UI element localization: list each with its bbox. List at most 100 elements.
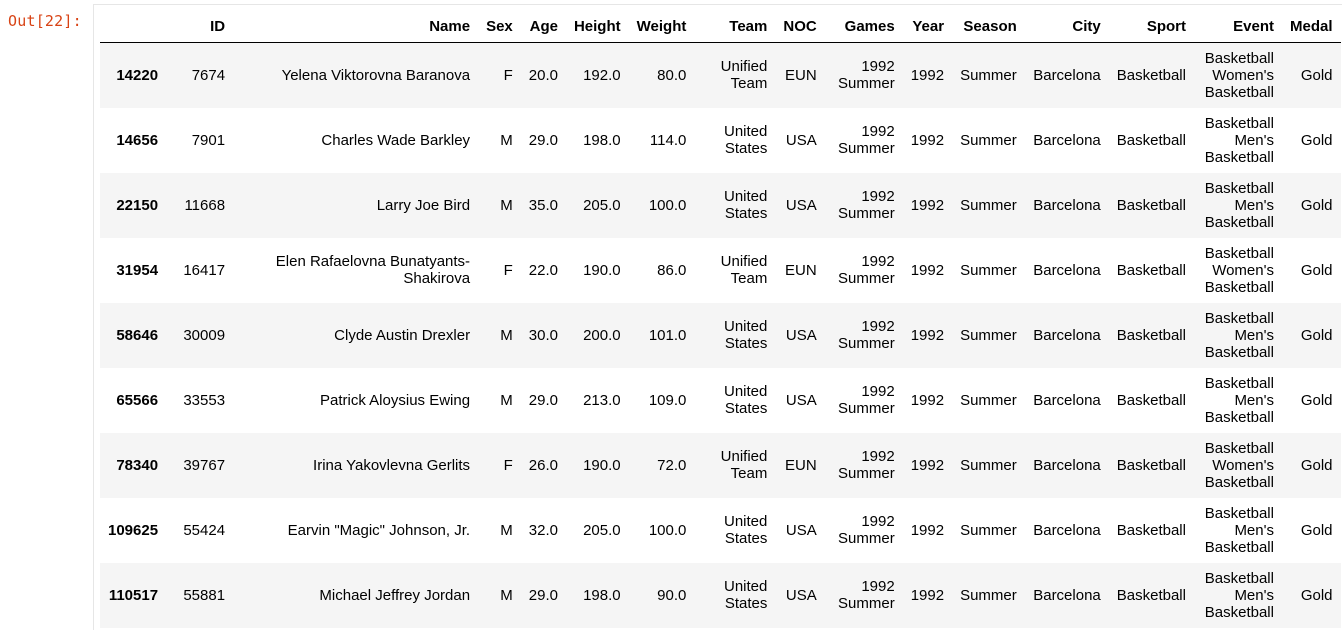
cell-noc: USA: [785, 391, 817, 409]
cell-event: Basketball Men's Basketball: [1204, 374, 1274, 426]
table-body: 14220 7674 Yelena Viktorovna Baranova F 20.0…: [100, 42, 1341, 628]
cell-season: Summer: [960, 456, 1017, 474]
table-row: 22150 11668 Larry Joe Bird M 35.0 205.0 100.0 U…: [100, 172, 1341, 238]
dataframe-table: ID Name Sex Age Height Weight Team NOC Games Year…: [100, 10, 1341, 628]
cell-medal: Gold: [1300, 196, 1333, 214]
cell-weight: 90.0: [657, 586, 687, 604]
row-index: 22150: [116, 196, 159, 214]
cell-height: 190.0: [583, 261, 621, 279]
cell-sex: M: [500, 391, 513, 409]
cell-id: 30009: [183, 326, 226, 344]
header-team: Team: [694, 10, 776, 43]
cell-sex: F: [503, 66, 513, 84]
cell-event: Basketball Women's Basketball: [1204, 49, 1274, 101]
row-index: 14220: [116, 66, 159, 84]
table-row: 109625 55424 Earvin "Magic" Johnson, Jr. M 3…: [100, 498, 1341, 563]
cell-age: 26.0: [528, 456, 558, 474]
cell-medal: Gold: [1300, 261, 1333, 279]
cell-team: United States: [724, 383, 768, 417]
cell-sport: Basketball: [1116, 391, 1186, 409]
header-age: Age: [520, 10, 566, 43]
cell-age: 29.0: [528, 131, 558, 149]
cell-city: Barcelona: [1033, 196, 1101, 214]
cell-name: Charles Wade Barkley: [321, 131, 471, 149]
header-index: [100, 10, 167, 43]
cell-sport: Basketball: [1116, 131, 1186, 149]
cell-medal: Gold: [1300, 66, 1333, 84]
cell-noc: USA: [785, 586, 817, 604]
cell-season: Summer: [960, 131, 1017, 149]
cell-year: 1992: [910, 326, 945, 344]
cell-name: Earvin "Magic" Johnson, Jr.: [287, 521, 471, 539]
cell-height: 198.0: [583, 586, 621, 604]
header-sport: Sport: [1108, 10, 1194, 43]
cell-season: Summer: [960, 586, 1017, 604]
cell-height: 205.0: [583, 196, 621, 214]
cell-weight: 86.0: [657, 261, 687, 279]
header-id: ID: [166, 10, 234, 43]
header-row: ID Name Sex Age Height Weight Team NOC Games Year…: [100, 10, 1341, 43]
cell-height: 200.0: [583, 326, 621, 344]
cell-season: Summer: [960, 391, 1017, 409]
cell-height: 213.0: [583, 391, 621, 409]
cell-age: 29.0: [528, 391, 558, 409]
cell-team: Unified Team: [720, 448, 768, 482]
table-row: 78340 39767 Irina Yakovlevna Gerlits F 26.0 1…: [100, 432, 1341, 498]
cell-name: Patrick Aloysius Ewing: [320, 391, 471, 409]
cell-year: 1992: [910, 66, 945, 84]
cell-noc: EUN: [785, 66, 817, 84]
cell-id: 11668: [184, 196, 226, 214]
cell-top-border: [93, 4, 1342, 5]
cell-sport: Basketball: [1116, 586, 1186, 604]
cell-team: United States: [724, 318, 768, 352]
cell-height: 198.0: [583, 131, 621, 149]
cell-event: Basketball Men's Basketball: [1204, 569, 1274, 621]
cell-city: Barcelona: [1033, 456, 1101, 474]
table-row: 14220 7674 Yelena Viktorovna Baranova F 20.0…: [100, 42, 1341, 108]
row-index: 65566: [116, 391, 159, 409]
cell-sport: Basketball: [1116, 261, 1186, 279]
header-season: Season: [952, 10, 1025, 43]
cell-id: 55424: [183, 521, 226, 539]
header-name: Name: [233, 10, 479, 43]
cell-weight: 72.0: [657, 456, 687, 474]
cell-city: Barcelona: [1033, 131, 1101, 149]
cell-sex: M: [500, 196, 513, 214]
cell-sex: F: [503, 456, 513, 474]
cell-games: 1992 Summer: [838, 318, 895, 352]
cell-height: 205.0: [583, 521, 621, 539]
table-row: 110517 55881 Michael Jeffrey Jordan M 29.0 19…: [100, 562, 1341, 628]
cell-sport: Basketball: [1116, 456, 1186, 474]
cell-sport: Basketball: [1116, 196, 1186, 214]
header-weight: Weight: [628, 10, 695, 43]
cell-event: Basketball Women's Basketball: [1204, 244, 1274, 296]
row-index: 78340: [116, 456, 159, 474]
cell-sex: M: [500, 131, 513, 149]
cell-weight: 100.0: [648, 196, 687, 214]
cell-year: 1992: [910, 196, 945, 214]
cell-medal: Gold: [1300, 391, 1333, 409]
cell-year: 1992: [910, 586, 945, 604]
cell-event: Basketball Women's Basketball: [1204, 439, 1274, 491]
cell-noc: USA: [785, 326, 817, 344]
cell-id: 7901: [191, 131, 226, 149]
cell-team: Unified Team: [720, 58, 768, 93]
cell-noc: USA: [785, 521, 817, 539]
cell-age: 22.0: [528, 261, 558, 279]
cell-team: United States: [724, 123, 768, 157]
cell-games: 1992 Summer: [838, 448, 895, 482]
cell-name: Clyde Austin Drexler: [334, 326, 471, 344]
cell-games: 1992 Summer: [838, 58, 895, 93]
cell-games: 1992 Summer: [838, 188, 895, 222]
cell-city: Barcelona: [1033, 261, 1101, 279]
cell-season: Summer: [960, 66, 1017, 84]
cell-city: Barcelona: [1033, 391, 1101, 409]
header-games: Games: [824, 10, 903, 43]
cell-medal: Gold: [1300, 586, 1333, 604]
cell-sex: M: [500, 586, 513, 604]
row-index: 31954: [116, 261, 159, 279]
table-row: 14656 7901 Charles Wade Barkley M 29.0 198.0 1…: [100, 108, 1341, 173]
table-row: 31954 16417 Elen Rafaelovna Bunatyants-Sha…: [100, 238, 1341, 303]
cell-weight: 114.0: [649, 131, 687, 149]
